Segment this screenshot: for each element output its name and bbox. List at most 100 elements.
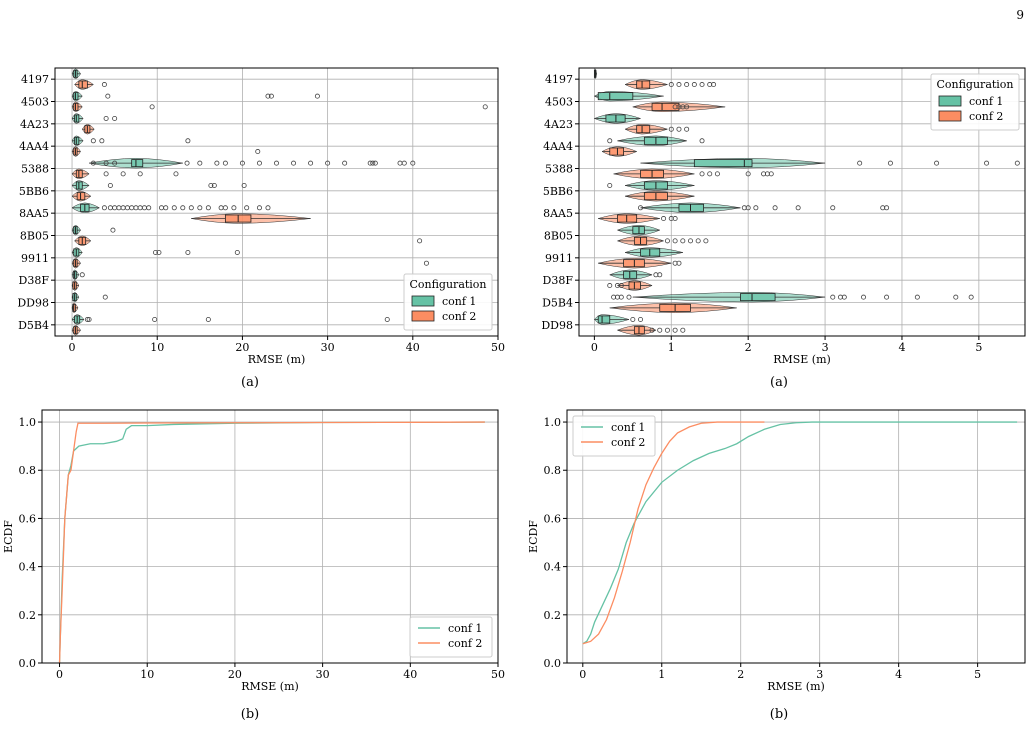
- x-axis-label: RMSE (m): [773, 353, 831, 366]
- outlier-point: [107, 205, 113, 211]
- outlier-point: [110, 227, 116, 233]
- x-tick-label: 10: [140, 668, 154, 681]
- outlier-point: [984, 160, 990, 166]
- outlier-point: [222, 160, 228, 166]
- outlier-point: [772, 205, 778, 211]
- legend-box: [572, 415, 656, 457]
- outlier-point: [482, 104, 488, 110]
- x-axis-label: RMSE (m): [241, 680, 299, 693]
- outlier-point: [244, 205, 250, 211]
- outlier-point: [141, 205, 147, 211]
- x-tick-label: 1: [668, 341, 675, 354]
- outlier-point: [308, 160, 314, 166]
- outlier-point: [103, 160, 109, 166]
- chart-br: 0 1 2 3 4 5 RMSE (m) 0.0 0.2 0.4 0.6 0.8 1.0 ECDF conf…: [527, 409, 1026, 722]
- x-tick-label: 1: [658, 668, 665, 681]
- outlier-point: [163, 205, 169, 211]
- category-label: D5B4: [542, 297, 573, 310]
- box-rect: [740, 293, 776, 302]
- legend: Configuration conf 1 conf 2: [403, 273, 493, 331]
- outlier-point: [116, 205, 122, 211]
- outlier-point: [630, 316, 636, 322]
- x-tick-label: 5: [974, 668, 981, 681]
- outlier-point: [607, 138, 613, 144]
- outlier-point: [107, 182, 113, 188]
- x-tick-label: 40: [406, 341, 420, 354]
- outlier-point: [158, 205, 164, 211]
- legend: Configuration conf 1 conf 2: [930, 73, 1020, 131]
- outlier-point: [112, 115, 118, 121]
- box-rect: [678, 203, 704, 212]
- outlier-point: [684, 104, 690, 110]
- outlier-point: [291, 160, 297, 166]
- x-tick-label: 4: [895, 668, 902, 681]
- outlier-point: [968, 294, 974, 300]
- x-axis-label: RMSE (m): [767, 680, 825, 693]
- outlier-point: [934, 160, 940, 166]
- box-rect: [651, 102, 680, 111]
- legend-label: conf 1: [442, 295, 476, 308]
- outlier-point: [664, 327, 670, 333]
- outlier-point: [401, 160, 407, 166]
- axes-frame: [54, 67, 499, 337]
- outlier-point: [664, 238, 670, 244]
- category-label: 4AA4: [543, 140, 573, 153]
- chart-caption: (a): [770, 375, 788, 390]
- outlier-point: [86, 316, 92, 322]
- category-label: 9911: [545, 252, 573, 265]
- box-rect: [693, 159, 753, 168]
- outlier-point: [342, 160, 348, 166]
- outlier-point: [884, 205, 890, 211]
- y-tick-label: 0.8: [544, 464, 562, 477]
- outlier-point: [657, 272, 663, 278]
- outlier-point: [676, 82, 682, 88]
- outlier-point: [884, 294, 890, 300]
- outlier-point: [672, 327, 678, 333]
- chart-tl: 0 10 20 30 40 50 RMSE (m) 4197 4503 4A23 4AA4 5388 5…: [17, 67, 505, 390]
- page-number: 9: [1016, 8, 1024, 22]
- outlier-point: [745, 205, 751, 211]
- legend-label: conf 1: [611, 421, 645, 434]
- legend-swatch: [411, 310, 435, 322]
- x-tick-label: 50: [491, 668, 505, 681]
- outlier-point: [841, 294, 847, 300]
- outlier-point: [241, 182, 247, 188]
- outlier-point: [680, 238, 686, 244]
- chart-caption: (b): [241, 707, 259, 722]
- outlier-point: [129, 205, 135, 211]
- category-label: 4A23: [544, 118, 573, 131]
- y-tick-label: 0.8: [19, 464, 37, 477]
- outlier-point: [657, 327, 663, 333]
- legend-swatch: [411, 295, 435, 307]
- outlier-point: [90, 138, 96, 144]
- axes-frame: [578, 67, 1026, 337]
- outlier-point: [768, 171, 774, 177]
- outlier-point: [618, 294, 624, 300]
- box-rect: [636, 125, 651, 134]
- outlier-point: [661, 216, 667, 222]
- outlier-point: [112, 205, 118, 211]
- outlier-point: [830, 294, 836, 300]
- outlier-point: [197, 160, 203, 166]
- y-tick-label: 0.2: [544, 609, 562, 622]
- x-tick-label: 50: [491, 341, 505, 354]
- outlier-point: [607, 182, 613, 188]
- chart-tr: 0 1 2 3 4 5 RMSE (m) 4197 4503 4A23 4AA4 5388 5BB6 8A…: [541, 67, 1026, 390]
- outlier-point: [753, 205, 759, 211]
- outlier-point: [173, 171, 179, 177]
- category-label: 9911: [21, 252, 49, 265]
- outlier-point: [188, 205, 194, 211]
- outlier-point: [171, 205, 177, 211]
- box-rect: [78, 80, 88, 89]
- legend-label: conf 1: [969, 95, 1003, 108]
- chart-bl: 0 10 20 30 40 50 RMSE (m) 0.0 0.2 0.4 0.6 0.8 1.0 ECD…: [2, 409, 505, 722]
- category-label: 8AA5: [543, 207, 573, 220]
- outlier-point: [707, 171, 713, 177]
- legend-title: Configuration: [409, 278, 486, 291]
- box-rect: [609, 147, 624, 156]
- outlier-point: [672, 216, 678, 222]
- x-tick-label: 5: [975, 341, 982, 354]
- outlier-point: [137, 171, 143, 177]
- x-tick-label: 40: [403, 668, 417, 681]
- y-tick-label: 0.4: [19, 561, 37, 574]
